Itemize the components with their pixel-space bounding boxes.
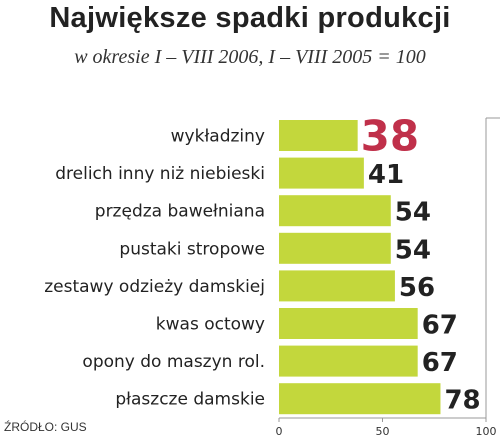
chart-title: Największe spadki produkcji xyxy=(49,2,451,34)
category-label: kwas octowy xyxy=(156,315,265,335)
x-tick-label: 100 xyxy=(476,425,497,438)
bar xyxy=(279,345,418,377)
chart-subtitle: w okresie I – VIII 2006, I – VIII 2005 =… xyxy=(74,46,426,68)
category-label: drelich inny niż niebieski xyxy=(55,164,265,184)
bar xyxy=(279,120,358,151)
bar xyxy=(279,157,364,189)
value-label: 67 xyxy=(422,348,458,378)
bar xyxy=(279,270,395,302)
value-label-highlight: 38 xyxy=(361,112,419,161)
category-label: wykładziny xyxy=(171,127,265,147)
category-label: przędza bawełniana xyxy=(95,202,265,222)
value-label: 54 xyxy=(395,198,431,228)
bar xyxy=(279,232,391,264)
value-label: 41 xyxy=(368,160,404,190)
value-label: 56 xyxy=(399,273,435,303)
value-label: 54 xyxy=(395,235,431,265)
x-tick-label: 0 xyxy=(276,425,283,438)
value-label: 78 xyxy=(444,386,480,416)
category-label: opony do maszyn rol. xyxy=(82,352,265,372)
bar xyxy=(279,383,441,415)
value-label: 67 xyxy=(422,311,458,341)
source-note: ŹRÓDŁO: GUS xyxy=(4,420,87,434)
category-label: zestawy odzieży damskiej xyxy=(44,277,265,297)
category-label: pustaki stropowe xyxy=(119,239,265,259)
bar xyxy=(279,308,418,339)
category-label: płaszcze damskie xyxy=(115,390,265,410)
x-tick-label: 50 xyxy=(376,425,390,438)
bar xyxy=(279,195,391,227)
